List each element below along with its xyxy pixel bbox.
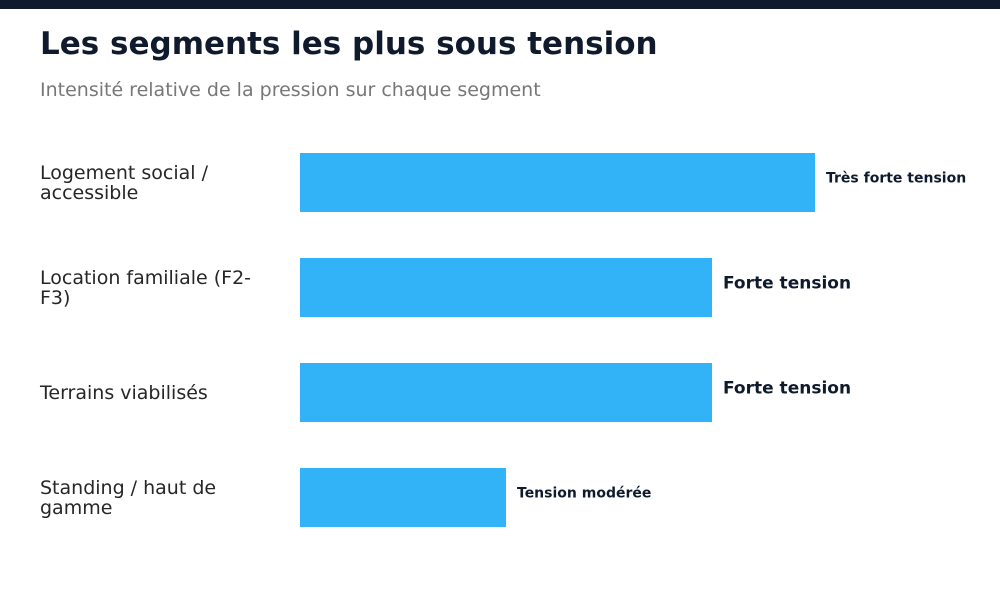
category-label: Location familiale (F2-F3) [40, 266, 252, 309]
bar-value-label: Tension modérée [517, 486, 651, 502]
category-label: Standing / haut de gamme [40, 476, 217, 519]
bar [300, 153, 815, 212]
bar-value-label: Forte tension [723, 379, 851, 399]
bar [300, 258, 712, 317]
bar [300, 468, 506, 527]
header-accent-bar [0, 0, 1000, 9]
bar-value-label: Très forte tension [826, 171, 966, 187]
bar [300, 363, 712, 422]
category-label: Terrains viabilisés [40, 381, 208, 404]
category-label: Logement social / accessible [40, 161, 208, 204]
bar-value-label: Forte tension [723, 274, 851, 294]
chart-subtitle: Intensité relative de la pression sur ch… [40, 79, 541, 101]
chart-title: Les segments les plus sous tension [40, 26, 658, 62]
